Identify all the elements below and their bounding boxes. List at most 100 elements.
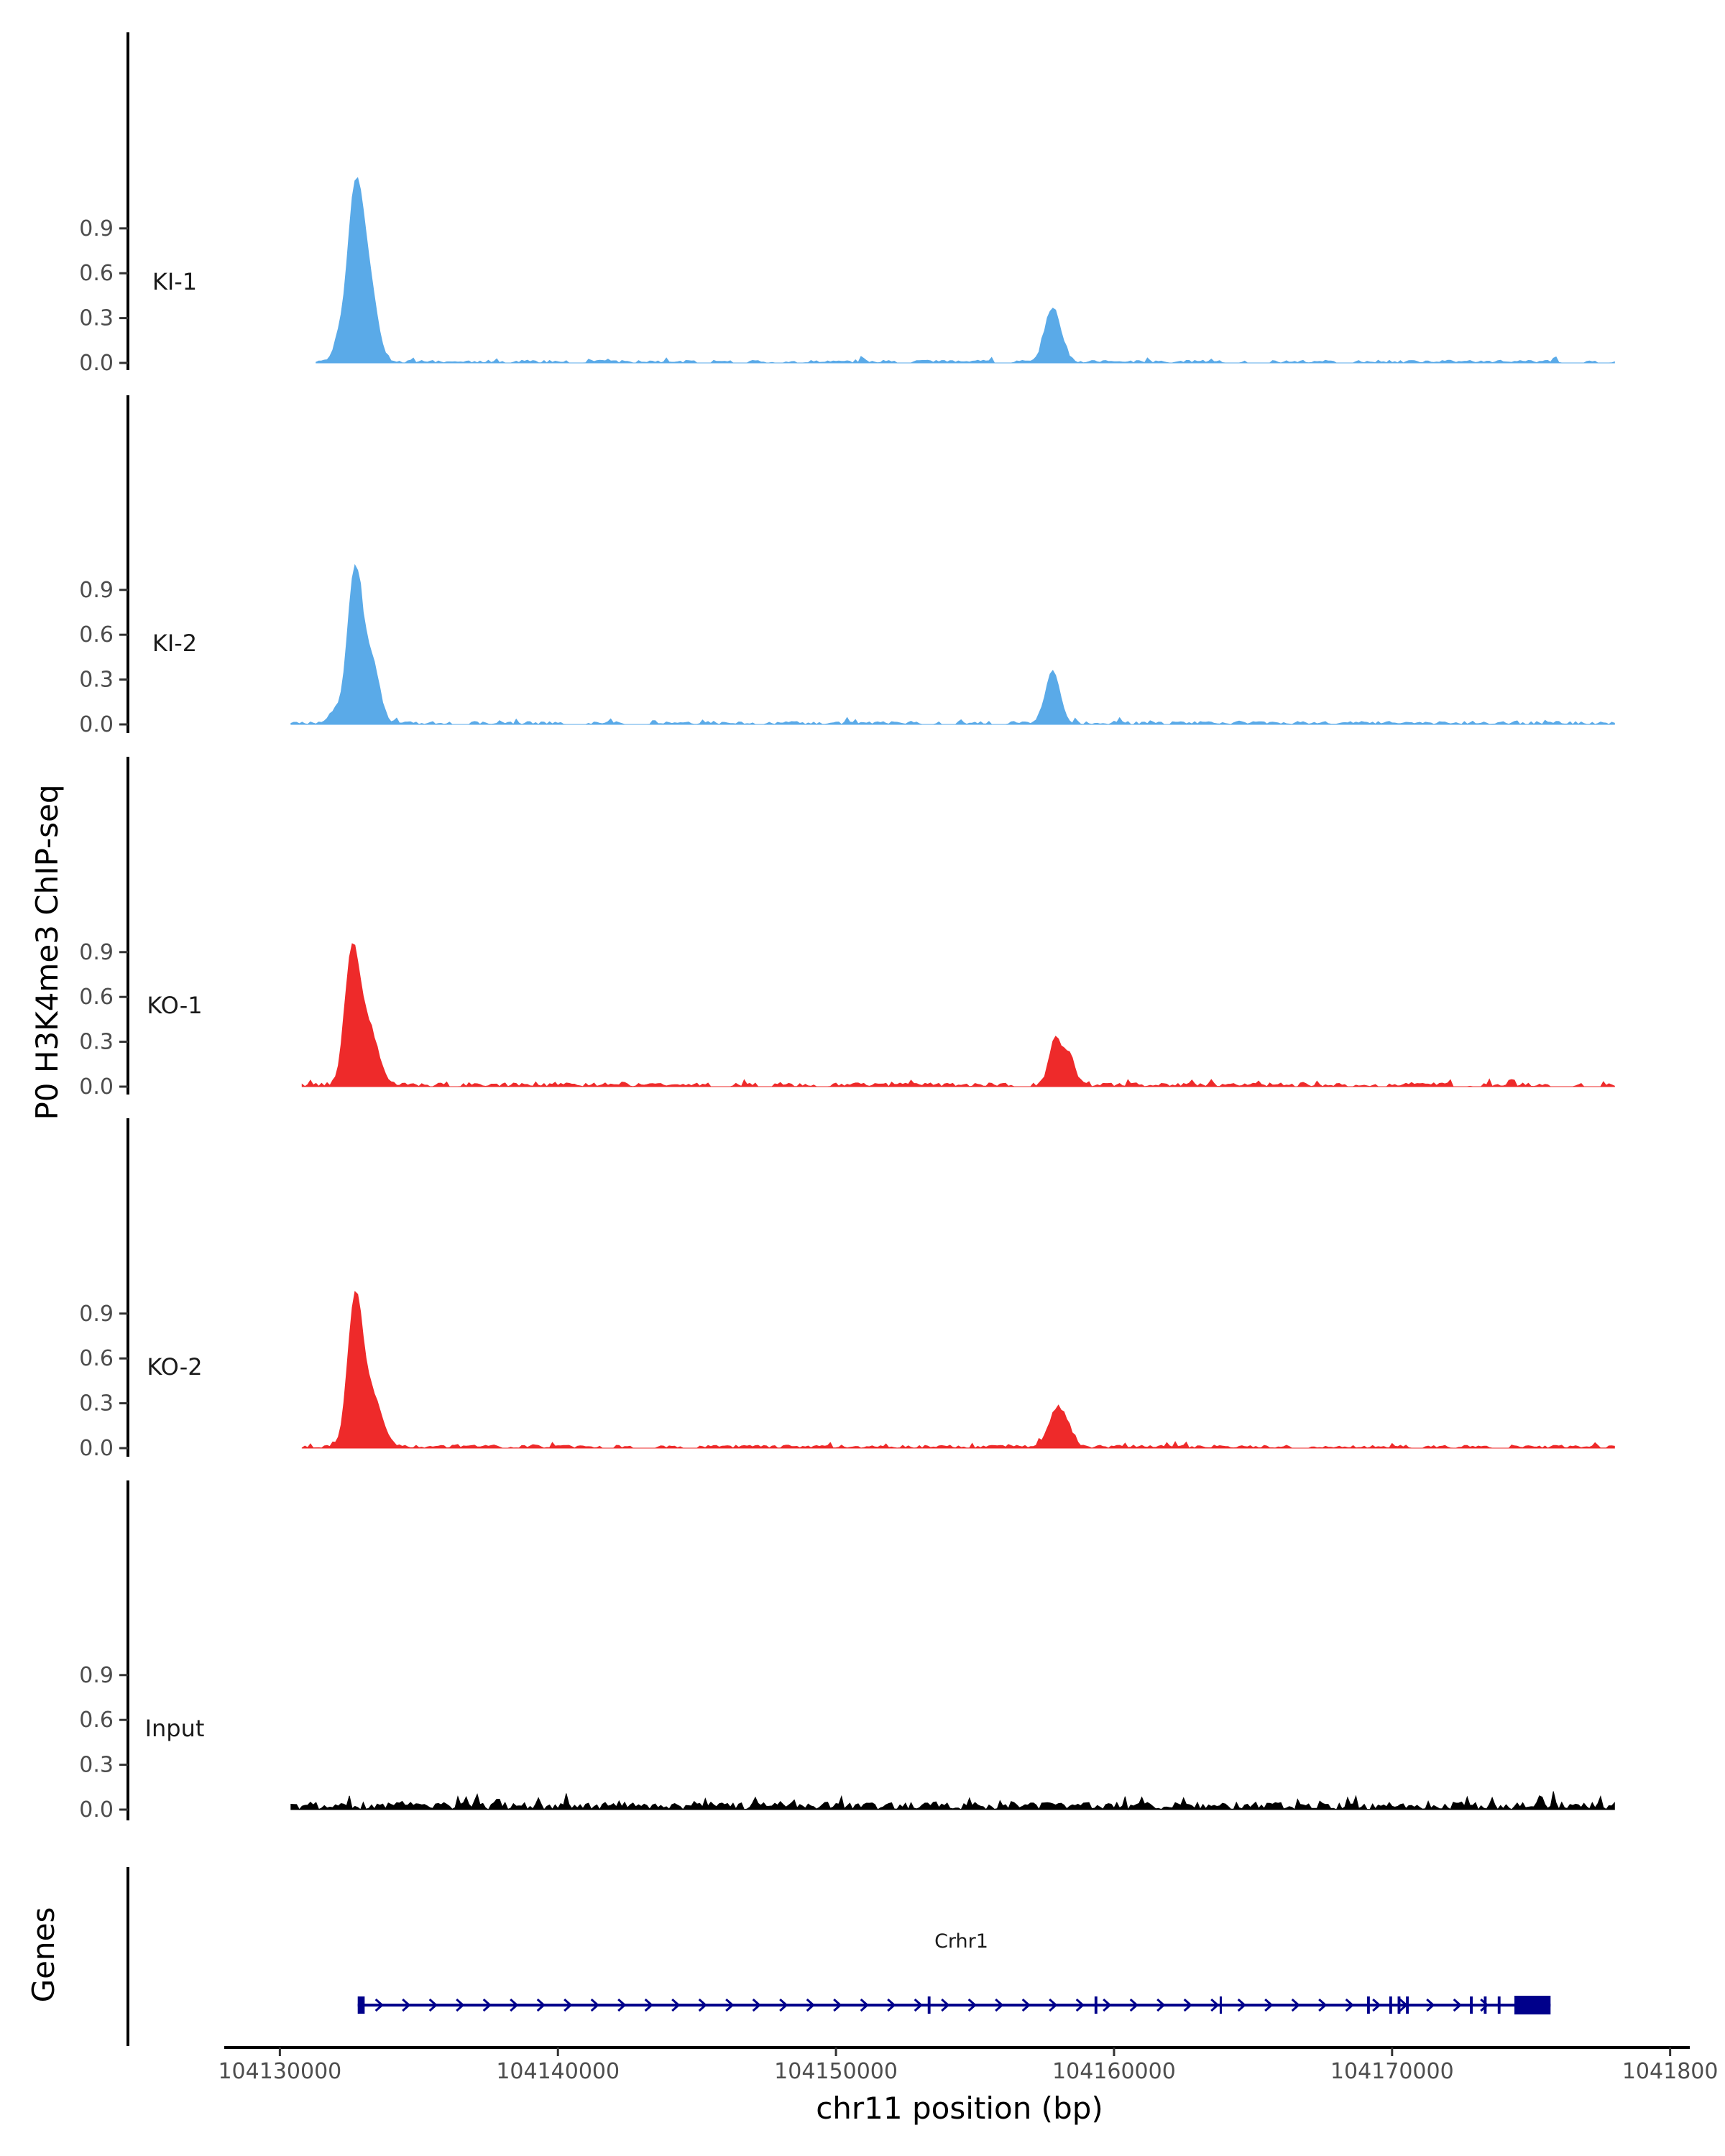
strand-chevron xyxy=(1103,1998,1112,2012)
y-tick-label: 0.0 xyxy=(79,351,114,376)
y-tick-label: 0.6 xyxy=(79,261,114,286)
track-label: KO-2 xyxy=(147,1353,202,1381)
y-tick-label: 0.9 xyxy=(79,578,114,603)
strand-chevron xyxy=(1049,1998,1058,2012)
x-tick-label: 104170000 xyxy=(1330,2059,1454,2084)
strand-chevron xyxy=(1264,1998,1274,2012)
exon xyxy=(1389,1996,1392,2014)
exon xyxy=(1484,1996,1487,2014)
y-tick-label: 0.0 xyxy=(79,1074,114,1100)
y-tick-label: 0.9 xyxy=(79,1302,114,1327)
y-tick-label: 0.6 xyxy=(79,622,114,648)
track-label: KI-1 xyxy=(152,268,197,295)
strand-chevron xyxy=(590,1998,599,2012)
strand-chevron xyxy=(510,1998,519,2012)
exon xyxy=(1497,1996,1501,2014)
x-axis-title: chr11 position (bp) xyxy=(816,2091,1103,2126)
y-tick-label: 0.0 xyxy=(79,1436,114,1461)
strand-chevron xyxy=(1210,1998,1220,2012)
strand-chevron xyxy=(806,1998,815,2012)
x-tick-label: 104150000 xyxy=(774,2059,898,2084)
strand-chevron xyxy=(914,1998,923,2012)
y-tick-label: 0.3 xyxy=(79,1030,114,1055)
y-tick-label: 0.6 xyxy=(79,1708,114,1733)
strand-chevron xyxy=(725,1998,735,2012)
exon xyxy=(927,1996,931,2014)
strand-chevron xyxy=(1075,1998,1085,2012)
strand-chevron xyxy=(1021,1998,1031,2012)
signal-area xyxy=(290,563,1615,725)
strand-chevron xyxy=(941,1998,950,2012)
y-tick-label: 0.6 xyxy=(79,1346,114,1371)
gene-track: Genes Crhr1 xyxy=(26,1867,1551,2046)
strand-chevron xyxy=(752,1998,761,2012)
strand-chevron xyxy=(671,1998,681,2012)
y-tick-label: 0.0 xyxy=(79,712,114,737)
strand-chevron xyxy=(860,1998,869,2012)
track-ko-2: 0.0 0.3 0.6 0.9 KO-2 xyxy=(79,1118,1615,1461)
strand-chevron xyxy=(617,1998,627,2012)
y-tick-label: 0.6 xyxy=(79,985,114,1010)
strand-chevron xyxy=(887,1998,896,2012)
strand-chevron xyxy=(1453,1998,1462,2012)
strand-chevron xyxy=(644,1998,653,2012)
gene-track-label: Genes xyxy=(26,1907,61,2003)
strand-chevron xyxy=(1237,1998,1246,2012)
strand-chevron xyxy=(1426,1998,1435,2012)
strand-chevron xyxy=(995,1998,1004,2012)
strand-chevron xyxy=(374,1998,384,2012)
strand-chevron xyxy=(1129,1998,1138,2012)
y-tick-label: 0.9 xyxy=(79,1663,114,1688)
y-tick-label: 0.3 xyxy=(79,1753,114,1778)
signal-tracks: 0.00.30.60.9KI-10.00.30.60.9KI-20.00.30.… xyxy=(79,32,1615,1823)
strand-chevron xyxy=(1345,1998,1354,2012)
exon xyxy=(1514,1996,1551,2014)
track-input: 0.0 0.3 0.6 0.9 Input xyxy=(79,1480,1615,1823)
y-tick-label: 0.3 xyxy=(79,1391,114,1416)
track-label: KI-2 xyxy=(152,630,197,657)
track-ko-1: 0.0 0.3 0.6 0.9 KO-1 xyxy=(79,757,1615,1100)
strand-chevron xyxy=(1318,1998,1328,2012)
y-axis-title: P0 H3K4me3 ChIP-seq xyxy=(29,784,65,1120)
exon xyxy=(1366,1996,1370,2014)
y-tick-label: 0.0 xyxy=(79,1797,114,1823)
strand-chevron xyxy=(1291,1998,1300,2012)
strand-chevron xyxy=(779,1998,788,2012)
exon xyxy=(1406,1996,1409,2014)
track-ki-1: 0.0 0.3 0.6 0.9 KI-1 xyxy=(79,32,1615,376)
strand-chevron xyxy=(428,1998,438,2012)
gene-name: Crhr1 xyxy=(934,1930,988,1953)
y-tick-label: 0.3 xyxy=(79,306,114,331)
strand-chevron xyxy=(482,1998,492,2012)
exon xyxy=(1470,1996,1473,2014)
strand-chevron xyxy=(456,1998,465,2012)
track-label: Input xyxy=(145,1715,205,1742)
x-axis: 104130000 104140000 104150000 104160000 1041… xyxy=(218,2046,1719,2084)
strand-chevron xyxy=(967,1998,977,2012)
x-tick-label: 104160000 xyxy=(1052,2059,1176,2084)
strand-chevron xyxy=(1156,1998,1166,2012)
signal-area xyxy=(301,943,1615,1087)
strand-chevron xyxy=(402,1998,411,2012)
strand-chevron xyxy=(1480,1998,1489,2012)
strand-chevron xyxy=(564,1998,573,2012)
x-tick-label: 104140000 xyxy=(496,2059,620,2084)
y-tick-label: 0.9 xyxy=(79,216,114,241)
strand-chevron xyxy=(833,1998,842,2012)
exon xyxy=(1219,1996,1222,2014)
strand-chevron xyxy=(1372,1998,1381,2012)
track-label: KO-1 xyxy=(147,992,202,1019)
track-ki-2: 0.0 0.3 0.6 0.9 KI-2 xyxy=(79,395,1615,737)
signal-area xyxy=(301,1291,1615,1449)
exon xyxy=(357,1996,365,2014)
strand-chevron xyxy=(536,1998,546,2012)
y-tick-label: 0.9 xyxy=(79,940,114,965)
strand-chevron xyxy=(698,1998,707,2012)
exon xyxy=(1094,1996,1098,2014)
signal-area xyxy=(316,177,1615,364)
strand-chevron xyxy=(1183,1998,1192,2012)
x-tick-label: 104130000 xyxy=(218,2059,341,2084)
exon xyxy=(1397,1996,1401,2014)
x-tick-label: 1041800 xyxy=(1622,2059,1719,2084)
